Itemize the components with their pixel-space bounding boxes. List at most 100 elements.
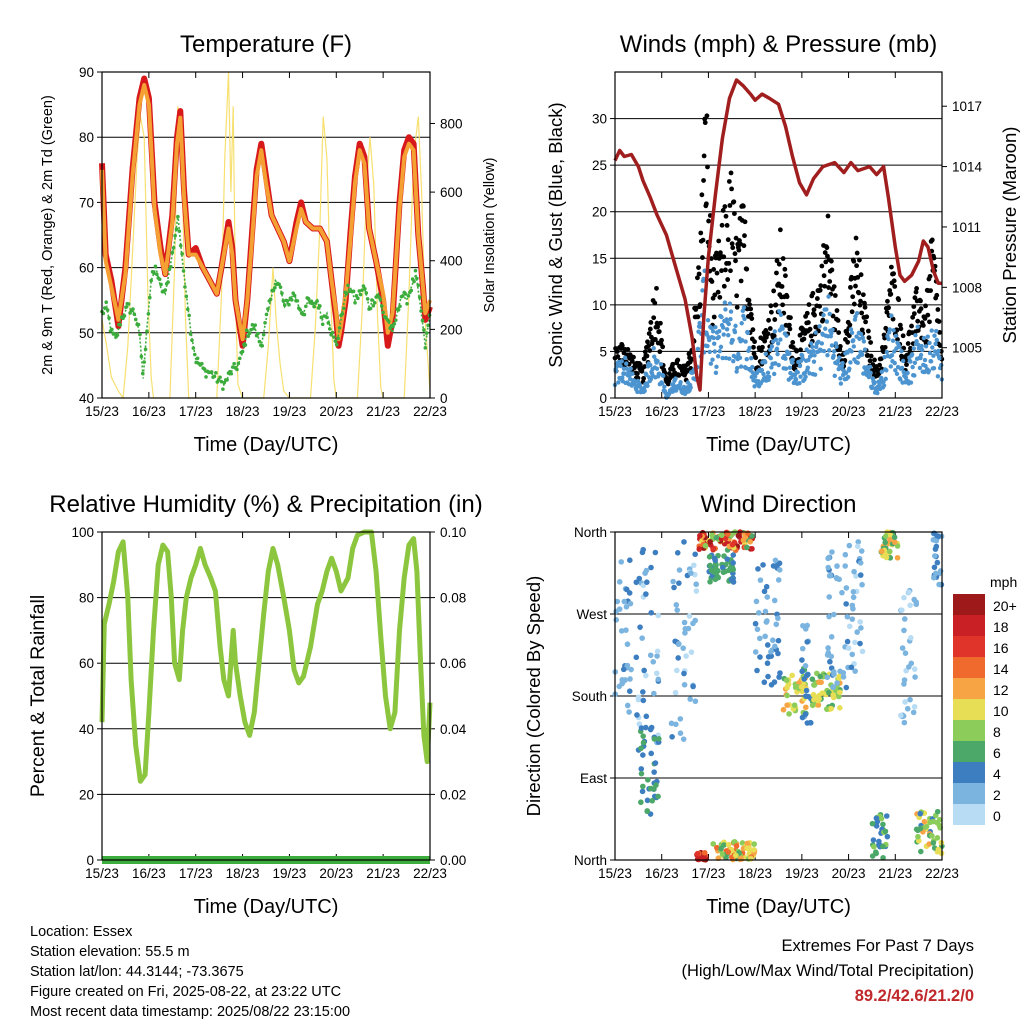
dewpoint-point: [209, 370, 214, 374]
wind-point: [812, 353, 817, 358]
wind-point: [698, 324, 703, 330]
y-tick-label: 90: [79, 65, 94, 80]
wind-point: [897, 344, 902, 350]
wind-point: [831, 349, 837, 354]
y-tick-label: South: [572, 689, 607, 704]
direction-point: [764, 642, 771, 648]
gust-point: [731, 199, 737, 205]
gust-point: [863, 319, 868, 325]
direction-point: [638, 725, 645, 731]
x-tick-label: 20/23: [832, 404, 866, 419]
gust-point: [830, 313, 836, 319]
direction-point: [614, 598, 621, 605]
wind-point: [861, 339, 867, 344]
direction-point: [647, 652, 654, 659]
wind-point: [749, 355, 754, 361]
dewpoint-point: [360, 288, 364, 292]
gust-point: [923, 303, 928, 309]
wind-point: [860, 335, 865, 340]
direction-point: [931, 564, 938, 571]
wind-point: [854, 311, 860, 316]
direction-point: [819, 690, 826, 696]
gust-point: [734, 293, 740, 299]
gust-point: [884, 309, 890, 315]
direction-point: [638, 745, 644, 752]
direction-point: [825, 645, 831, 651]
x-tick-label: 15/23: [85, 404, 119, 419]
dewpoint-point: [221, 387, 225, 391]
direction-point: [883, 533, 889, 539]
wind-point: [879, 369, 885, 374]
direction-point: [764, 660, 771, 667]
dewpoint-point: [229, 371, 234, 376]
gust-point: [646, 331, 652, 336]
direction-point: [826, 613, 832, 620]
direction-point: [804, 720, 811, 726]
wind-point: [884, 349, 890, 355]
direction-point: [636, 575, 643, 582]
colorbar-swatch: [953, 741, 985, 762]
gust-point: [724, 223, 730, 228]
y2-tick-label: 0.10: [440, 525, 466, 540]
wind-point: [778, 337, 783, 342]
x-tick-label: 21/23: [878, 404, 912, 419]
gust-point: [711, 314, 717, 320]
dewpoint-point: [264, 312, 269, 317]
gust-point: [657, 349, 663, 355]
y-tick-label: 30: [592, 112, 607, 127]
y-tick-label: 15: [592, 251, 607, 266]
gust-point: [699, 192, 705, 198]
wind-point: [843, 370, 849, 376]
wind-point: [817, 324, 822, 329]
direction-point: [842, 551, 849, 558]
gust-point: [784, 294, 790, 300]
direction-point: [668, 720, 675, 727]
wind-point: [855, 360, 860, 366]
direction-point: [755, 566, 761, 572]
gust-point: [717, 294, 723, 300]
wind-point: [622, 371, 627, 376]
direction-point: [648, 750, 655, 757]
panel-4-ylabel: Direction (Colored By Speed): [523, 576, 544, 817]
direction-point: [849, 651, 856, 658]
x-tick-label: 22/23: [925, 866, 959, 881]
direction-point: [828, 705, 835, 712]
gust-point: [821, 273, 827, 279]
direction-point: [772, 643, 778, 650]
gust-point: [702, 120, 708, 126]
gust-point: [734, 304, 740, 310]
gust-point: [709, 256, 714, 261]
gust-point: [849, 309, 855, 315]
direction-point: [786, 711, 792, 717]
direction-point: [674, 607, 680, 613]
wind-point: [889, 313, 894, 318]
direction-point: [640, 697, 647, 704]
direction-point: [934, 835, 941, 841]
wind-point: [812, 372, 818, 377]
wind-point: [728, 309, 734, 314]
gust-point: [675, 357, 681, 363]
dewpoint-point: [244, 328, 249, 333]
direction-point: [638, 770, 645, 777]
direction-point: [640, 689, 646, 695]
direction-point: [843, 585, 850, 591]
wind-point: [740, 338, 745, 343]
panel-1-title: Temperature (F): [180, 31, 352, 58]
gust-point: [701, 153, 707, 159]
gust-point: [773, 302, 779, 308]
direction-point: [934, 808, 941, 815]
dewpoint-point: [187, 313, 191, 318]
direction-point: [933, 543, 940, 550]
direction-point: [707, 538, 713, 545]
direction-point: [651, 736, 658, 742]
direction-point: [899, 607, 905, 613]
wind-point: [870, 385, 875, 390]
dewpoint-point: [422, 328, 426, 332]
wind-point: [840, 360, 845, 366]
direction-point: [633, 579, 640, 586]
wind-point: [835, 359, 841, 364]
direction-point: [652, 549, 659, 556]
direction-point: [830, 692, 836, 698]
dewpoint-point: [192, 352, 197, 357]
gust-point: [700, 237, 706, 243]
